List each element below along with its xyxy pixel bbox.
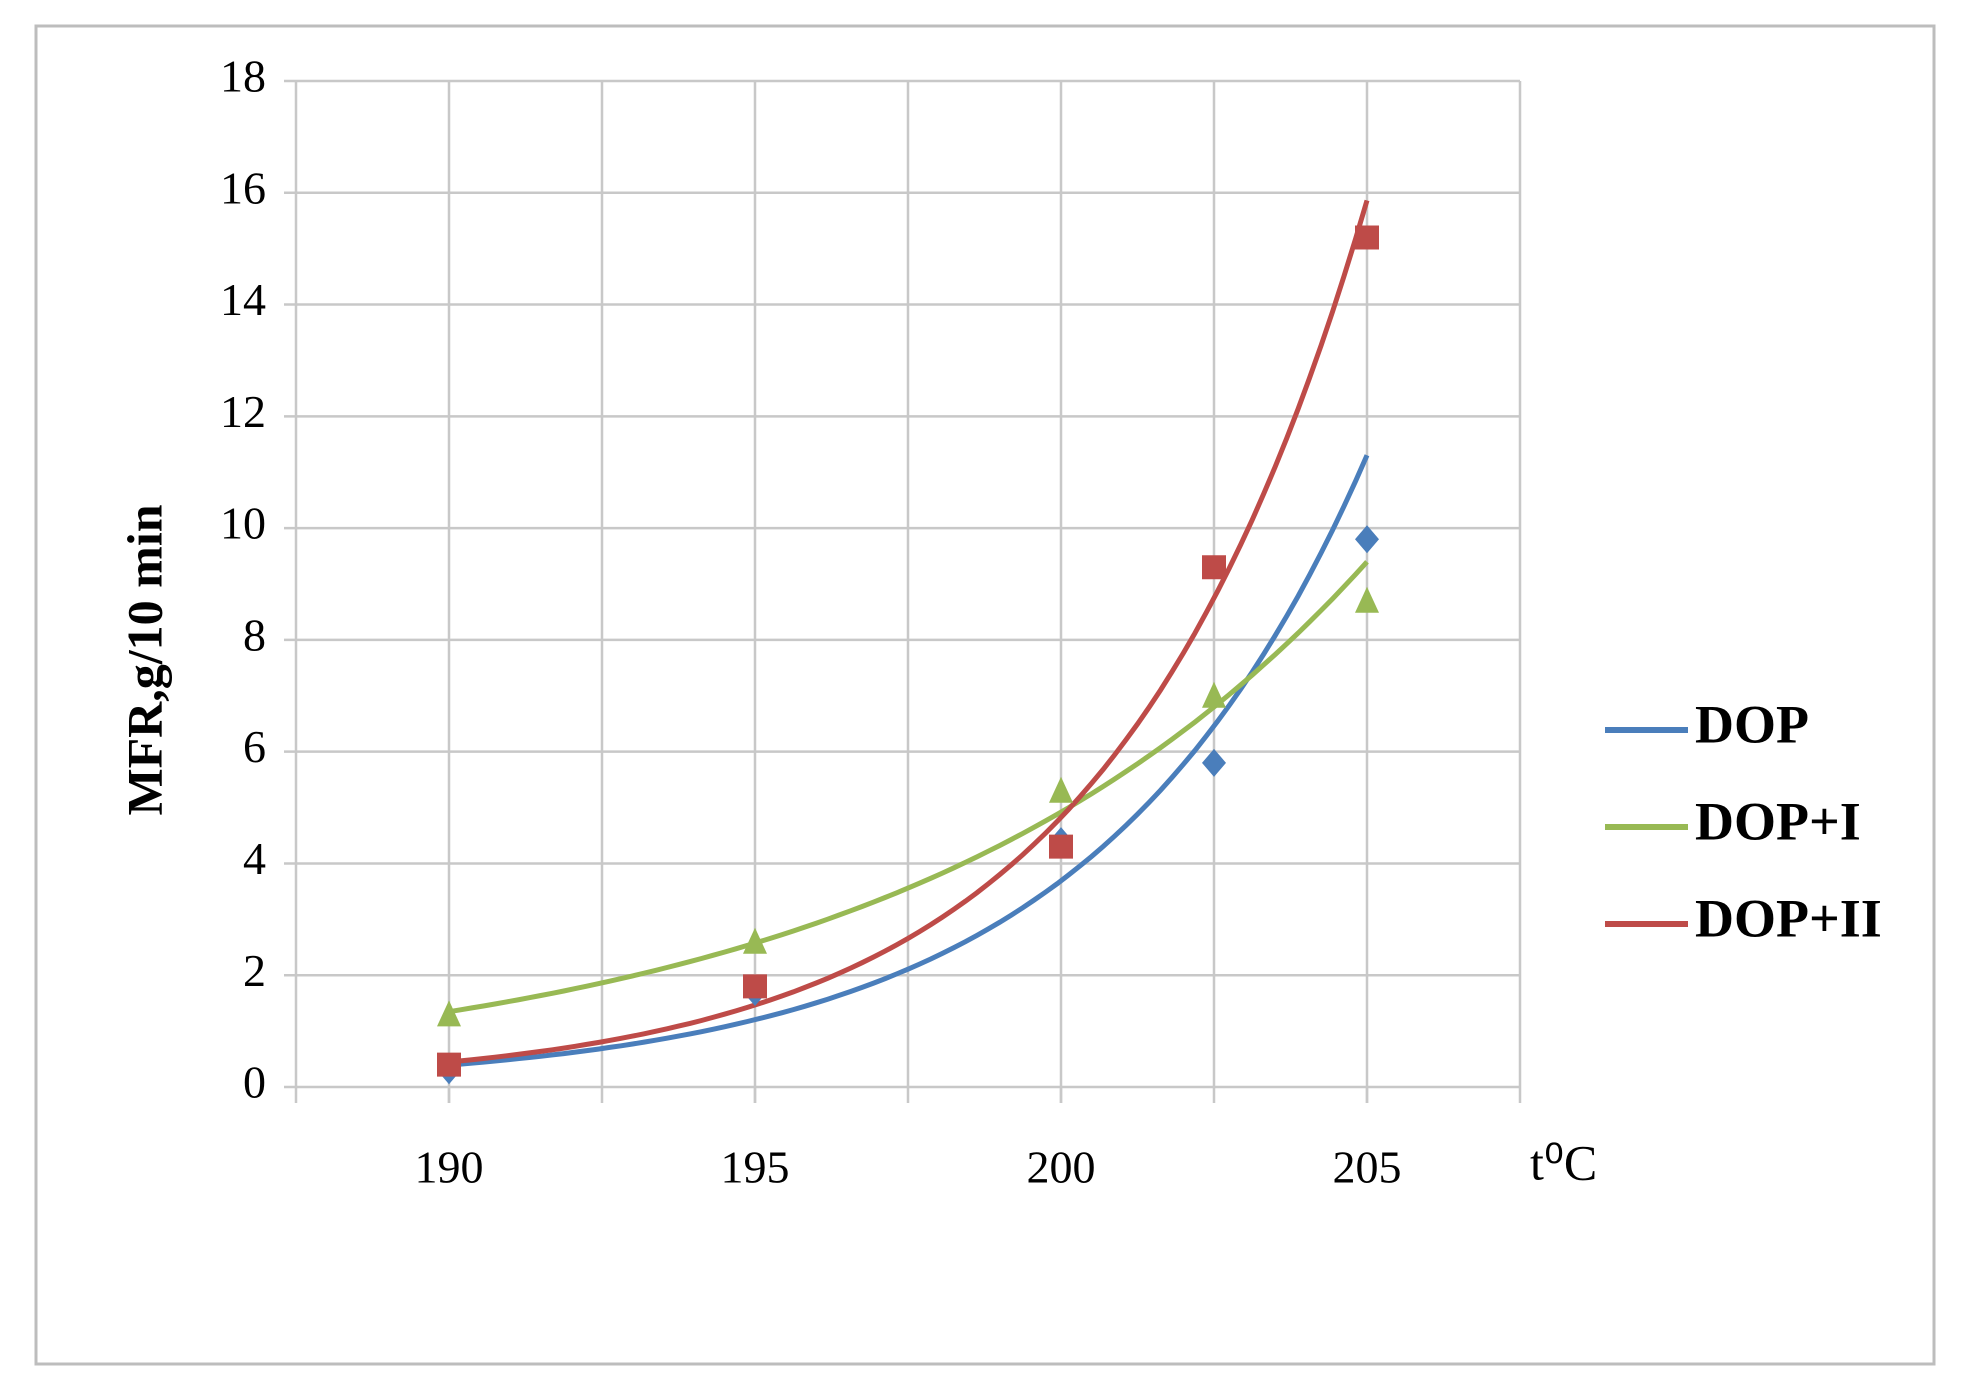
y-tick-label: 10 — [220, 498, 266, 549]
legend-label: DOP+I — [1695, 791, 1861, 851]
data-point — [1202, 555, 1226, 580]
data-point — [1049, 776, 1073, 803]
data-point — [437, 1052, 461, 1077]
y-tick-label: 0 — [243, 1057, 266, 1108]
data-point — [1049, 834, 1073, 859]
y-tick-label: 8 — [243, 609, 266, 660]
trend-line — [448, 199, 1370, 1065]
y-axis-label: MFR,g/10 min — [116, 504, 172, 815]
x-tick-label: 190 — [415, 1142, 484, 1193]
trend-line — [448, 454, 1370, 1068]
data-point — [1355, 586, 1379, 613]
data-point — [1202, 681, 1226, 708]
legend-label: DOP+II — [1695, 888, 1882, 948]
y-tick-label: 4 — [243, 833, 266, 884]
data-point — [1355, 525, 1379, 554]
x-tick-label: 205 — [1333, 1142, 1402, 1193]
chart-border — [34, 24, 1936, 1366]
data-point — [743, 974, 767, 999]
y-tick-label: 2 — [243, 945, 266, 996]
x-tick-label: 200 — [1027, 1142, 1096, 1193]
legend-label: DOP — [1695, 694, 1809, 754]
y-tick-label: 6 — [243, 721, 266, 772]
y-tick-label: 18 — [220, 51, 266, 102]
x-tick-label: 195 — [721, 1142, 790, 1193]
data-point — [437, 1000, 461, 1027]
data-point — [743, 927, 767, 954]
y-tick-label: 16 — [220, 162, 266, 213]
x-axis-label: t⁰C — [1530, 1134, 1597, 1190]
y-tick-label: 12 — [220, 386, 266, 437]
y-tick-label: 14 — [220, 274, 266, 325]
data-point — [1202, 748, 1226, 777]
data-point — [1355, 225, 1379, 250]
